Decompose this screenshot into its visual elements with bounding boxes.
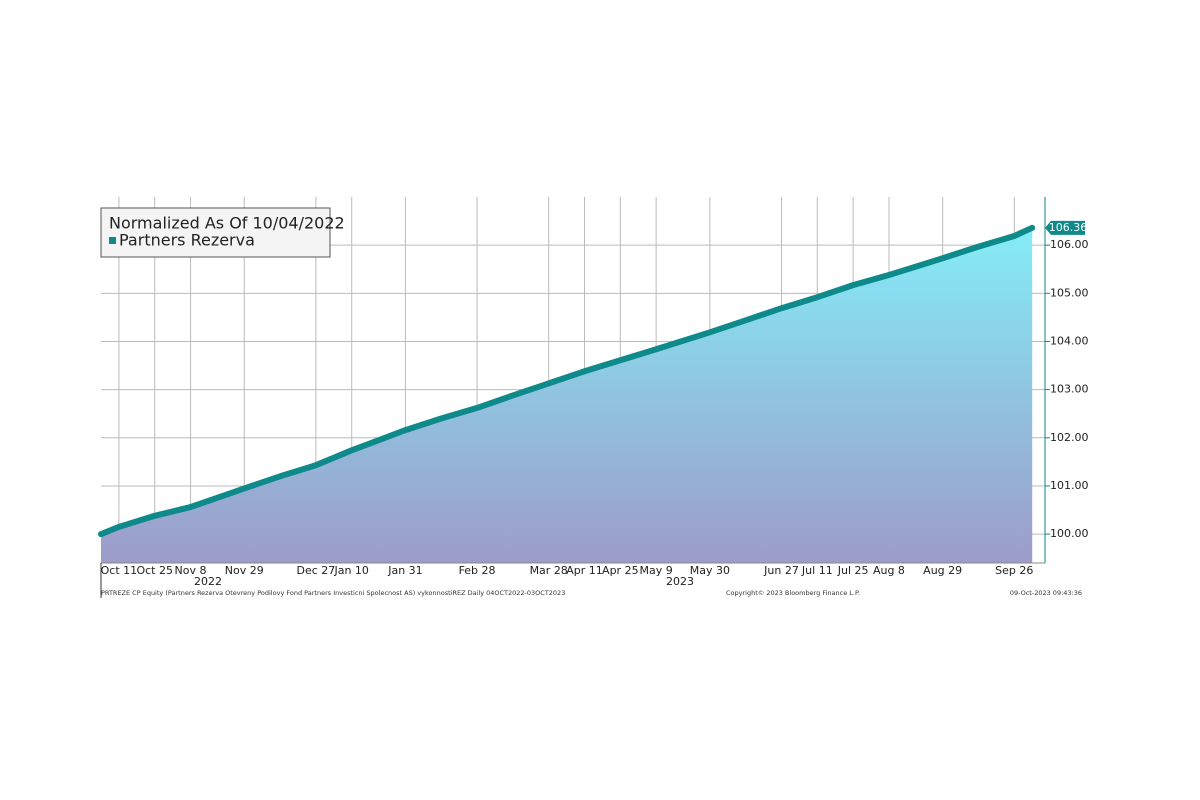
legend-swatch	[109, 237, 116, 244]
area-fill	[101, 227, 1033, 564]
x-tick-label: May 9	[640, 564, 673, 577]
x-tick-label: Nov 29	[225, 564, 264, 577]
x-tick-label: Mar 28	[530, 564, 568, 577]
x-tick-label: Aug 29	[923, 564, 962, 577]
footer-timestamp: 09-Oct-2023 09:43:36	[1010, 589, 1082, 597]
x-tick-label: Jun 27	[763, 564, 799, 577]
x-tick-label: Sep 26	[995, 564, 1033, 577]
x-tick-label: May 30	[690, 564, 730, 577]
last-value-label: 106.36	[1049, 221, 1088, 234]
y-tick-label: 106.00	[1050, 238, 1089, 251]
x-tick-label: Jul 11	[801, 564, 833, 577]
legend-title: Normalized As Of 10/04/2022	[109, 214, 345, 233]
x-tick-label: Oct 25	[136, 564, 173, 577]
y-tick-label: 100.00	[1050, 527, 1089, 540]
y-tick-label: 104.00	[1050, 334, 1089, 347]
last-value-tag	[1045, 220, 1085, 235]
footer-copyright: Copyright© 2023 Bloomberg Finance L.P.	[726, 589, 860, 597]
line	[98, 224, 1036, 538]
x-tick-label: Oct 11	[101, 564, 138, 577]
y-tick-label: 103.00	[1050, 383, 1089, 396]
x-year-label: 2022	[194, 575, 222, 588]
legend-box	[100, 207, 331, 258]
x-tick-label: Apr 25	[602, 564, 639, 577]
x-tick-label: Nov 8	[175, 564, 207, 577]
x-tick-label: Aug 8	[873, 564, 905, 577]
x-tick-label: Jul 25	[837, 564, 869, 577]
x-year-label: 2023	[666, 575, 694, 588]
x-tick-label: Apr 11	[566, 564, 603, 577]
y-tick-label: 102.00	[1050, 431, 1089, 444]
legend-label: Partners Rezerva	[119, 231, 255, 250]
y-tick-label: 101.00	[1050, 479, 1089, 492]
x-tick-label: Jan 31	[387, 564, 422, 577]
x-tick-label: Feb 28	[459, 564, 496, 577]
x-tick-label: Dec 27	[297, 564, 336, 577]
x-tick-label: Jan 10	[333, 564, 368, 577]
footer-source: PRTREZE CP Equity (Partners Rezerva Otev…	[101, 589, 565, 597]
y-tick-label: 105.00	[1050, 286, 1089, 299]
